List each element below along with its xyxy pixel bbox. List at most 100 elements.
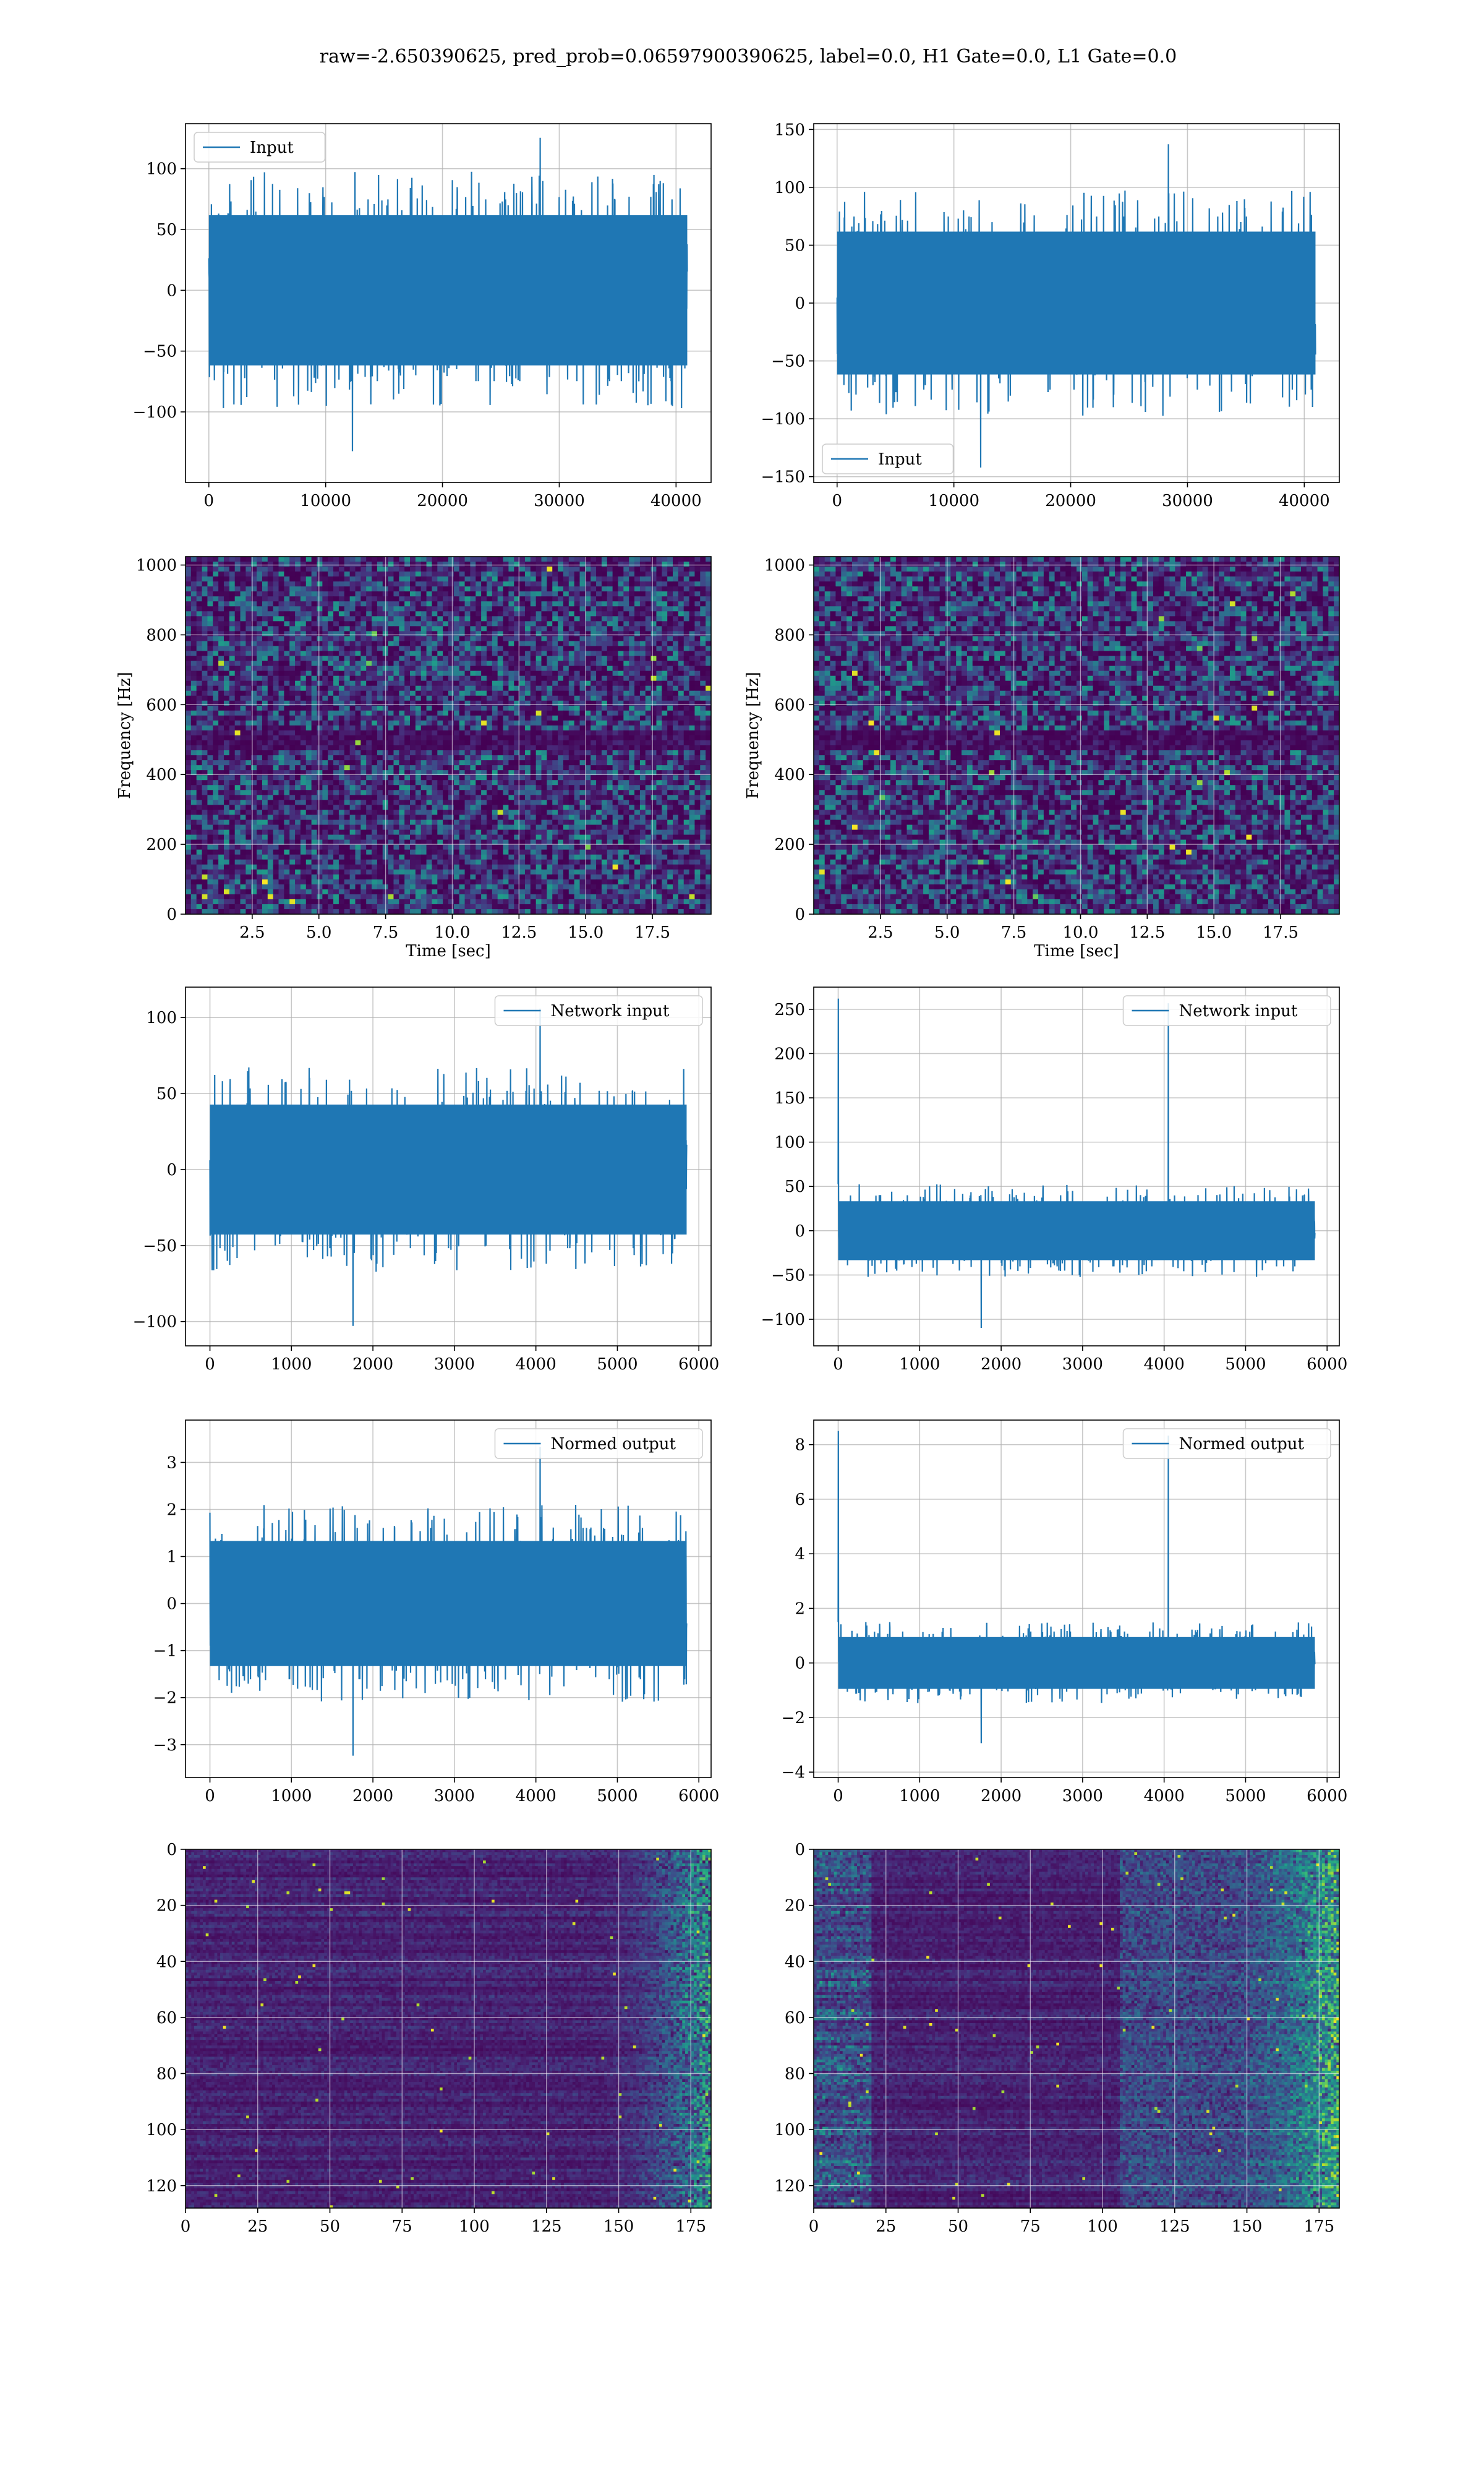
heatmap-cell bbox=[312, 562, 317, 567]
heatmap-cell bbox=[470, 750, 475, 756]
heatmap-cell bbox=[421, 581, 427, 587]
heatmap-cell bbox=[487, 567, 492, 572]
heatmap-cell bbox=[241, 721, 246, 726]
heatmap-cell bbox=[241, 745, 246, 751]
heatmap-cell bbox=[459, 740, 465, 746]
heatmap-cell bbox=[268, 626, 273, 631]
heatmap-cell bbox=[377, 726, 383, 731]
heatmap-cell bbox=[339, 611, 344, 617]
heatmap-cell bbox=[580, 567, 586, 572]
heatmap-cell bbox=[322, 646, 328, 652]
heatmap-cell bbox=[519, 616, 525, 622]
heatmap-cell bbox=[623, 785, 629, 790]
heatmap-cell bbox=[366, 775, 372, 781]
heatmap-cell bbox=[465, 800, 471, 805]
heatmap-cell bbox=[640, 750, 646, 756]
heatmap-cell bbox=[339, 681, 344, 687]
heatmap-cell bbox=[213, 631, 218, 636]
heatmap-cell bbox=[694, 785, 700, 790]
heatmap-cell bbox=[580, 711, 586, 716]
heatmap-cell bbox=[547, 676, 552, 682]
heatmap-cell bbox=[207, 681, 213, 687]
heatmap-cell bbox=[531, 621, 536, 627]
heatmap-cell bbox=[284, 586, 289, 592]
heatmap-cell bbox=[706, 696, 711, 701]
heatmap-cell bbox=[673, 596, 678, 602]
heatmap-cell bbox=[262, 745, 268, 751]
heatmap-cell bbox=[301, 631, 306, 636]
heatmap-cell bbox=[197, 676, 202, 682]
heatmap-cell bbox=[279, 576, 284, 582]
heatmap-cell bbox=[427, 721, 432, 726]
heatmap-cell bbox=[678, 716, 684, 721]
heatmap-cell bbox=[344, 805, 350, 810]
heatmap-cell bbox=[465, 726, 471, 731]
heatmap-cell bbox=[257, 790, 262, 795]
heatmap-cell bbox=[372, 651, 377, 657]
heatmap-cell bbox=[284, 601, 289, 607]
heatmap-cell bbox=[689, 696, 695, 701]
heatmap-cell bbox=[416, 621, 421, 627]
heatmap-cell bbox=[580, 636, 586, 641]
heatmap-cell bbox=[202, 696, 208, 701]
heatmap-cell bbox=[229, 760, 235, 766]
heatmap-cell bbox=[257, 567, 262, 572]
heatmap-cell bbox=[317, 795, 323, 800]
heatmap-cell bbox=[245, 626, 251, 631]
heatmap-cell bbox=[218, 711, 224, 716]
heatmap-cell bbox=[596, 785, 602, 790]
heatmap-cell bbox=[465, 557, 471, 562]
heatmap-cell bbox=[235, 795, 241, 800]
heatmap-cell bbox=[492, 631, 498, 636]
heatmap-cell bbox=[421, 775, 427, 781]
heatmap-cell bbox=[393, 750, 399, 756]
heatmap-cell bbox=[694, 735, 700, 741]
heatmap-cell bbox=[339, 716, 344, 721]
heatmap-cell bbox=[268, 676, 273, 682]
heatmap-cell bbox=[662, 576, 667, 582]
heatmap-cell bbox=[629, 735, 634, 741]
heatmap-cell bbox=[700, 735, 706, 741]
heatmap-cell bbox=[317, 730, 323, 736]
heatmap-cell bbox=[289, 661, 295, 667]
heatmap-cell bbox=[377, 810, 383, 815]
heatmap-cell bbox=[547, 567, 552, 572]
heatmap-cell bbox=[678, 775, 684, 781]
heatmap-cell bbox=[301, 586, 306, 592]
heatmap-cell bbox=[289, 666, 295, 672]
heatmap-cell bbox=[700, 750, 706, 756]
heatmap-cell bbox=[508, 795, 514, 800]
heatmap-cell bbox=[191, 706, 197, 711]
heatmap-cell bbox=[257, 646, 262, 652]
heatmap-cell bbox=[235, 745, 241, 751]
heatmap-cell bbox=[350, 760, 356, 766]
heatmap-cell bbox=[295, 641, 301, 646]
heatmap-cell bbox=[355, 616, 360, 622]
heatmap-cell bbox=[678, 586, 684, 592]
heatmap-cell bbox=[355, 765, 360, 771]
heatmap-cell bbox=[662, 785, 667, 790]
heatmap-cell bbox=[213, 795, 218, 800]
heatmap-cell bbox=[328, 745, 333, 751]
heatmap-cell bbox=[366, 641, 372, 646]
heatmap-cell bbox=[503, 671, 509, 677]
heatmap-cell bbox=[558, 571, 563, 577]
heatmap-cell bbox=[646, 765, 651, 771]
heatmap-cell bbox=[355, 721, 360, 726]
heatmap-cell bbox=[207, 765, 213, 771]
heatmap-cell bbox=[459, 616, 465, 622]
heatmap-cell bbox=[607, 626, 613, 631]
heatmap-cell bbox=[640, 735, 646, 741]
heatmap-cell bbox=[377, 740, 383, 746]
heatmap-cell bbox=[191, 721, 197, 726]
heatmap-cell bbox=[393, 775, 399, 781]
heatmap-cell bbox=[279, 661, 284, 667]
heatmap-cell bbox=[377, 696, 383, 701]
heatmap-cell bbox=[416, 740, 421, 746]
heatmap-cell bbox=[706, 800, 711, 805]
heatmap-cell bbox=[410, 656, 416, 662]
heatmap-cell bbox=[289, 686, 295, 691]
heatmap-cell bbox=[536, 611, 542, 617]
heatmap-cell bbox=[498, 626, 503, 631]
heatmap-cell bbox=[207, 750, 213, 756]
